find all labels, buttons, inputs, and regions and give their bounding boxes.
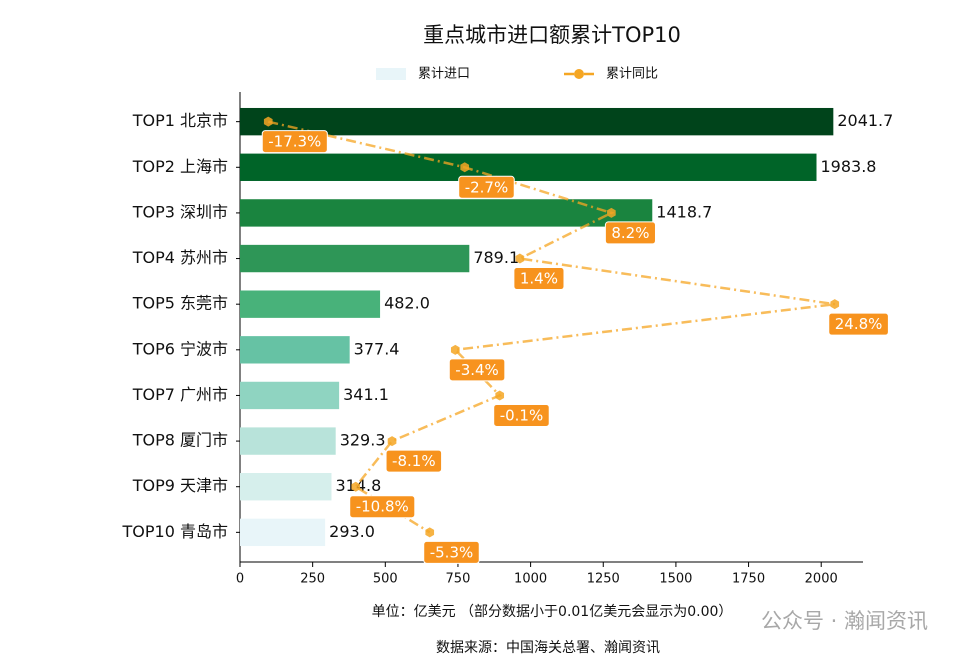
bar-value-label: 329.3 xyxy=(340,431,386,450)
x-tick-label: 750 xyxy=(446,572,471,587)
line-point xyxy=(495,390,505,401)
x-tick-label: 1750 xyxy=(732,572,765,587)
bar-value-label: 789.1 xyxy=(473,248,519,267)
value-label-box xyxy=(604,221,656,245)
line-point xyxy=(387,436,397,447)
legend-marker xyxy=(574,69,584,79)
bar-value-label: 1983.8 xyxy=(821,157,877,176)
y-tick-label: TOP9 天津市 xyxy=(132,476,228,495)
y-tick-label: TOP6 宁波市 xyxy=(132,339,228,358)
y-tick-label: TOP3 深圳市 xyxy=(132,202,228,221)
watermark: 公众号 · 瀚闻资讯 xyxy=(761,609,928,633)
y-tick-label: TOP8 厦门市 xyxy=(132,431,228,450)
bar xyxy=(240,290,381,318)
bar-value-label: 293.0 xyxy=(329,522,375,541)
bar-value-label: 2041.7 xyxy=(837,111,893,130)
x-tick-label: 500 xyxy=(373,572,398,587)
bar xyxy=(240,199,653,227)
x-tick-label: 2000 xyxy=(805,572,838,587)
y-tick-label: TOP7 广州市 xyxy=(132,385,228,404)
x-tick-label: 1500 xyxy=(659,572,692,587)
line-value-label: 24.8% xyxy=(835,315,883,333)
line-value-label: -0.1% xyxy=(500,406,544,424)
legend-label: 累计同比 xyxy=(606,67,658,82)
value-label-box xyxy=(261,130,328,154)
bar xyxy=(240,473,332,501)
bar xyxy=(240,427,336,455)
line-value-label: -17.3% xyxy=(268,133,321,151)
x-axis-label: 单位：亿美元 （部分数据小于0.01亿美元会显示为0.00） xyxy=(372,604,733,620)
line-value-label: -5.3% xyxy=(430,543,474,561)
bar xyxy=(240,107,834,136)
line xyxy=(267,120,835,534)
value-label-box xyxy=(385,449,443,473)
line-point xyxy=(515,253,525,264)
x-tick-label: 0 xyxy=(236,572,244,587)
line-point xyxy=(607,207,616,218)
y-tick-label: TOP10 青岛市 xyxy=(122,522,228,541)
value-label-box xyxy=(458,175,515,199)
line-point xyxy=(830,299,840,310)
line-value-label: -10.8% xyxy=(356,498,409,516)
y-tick-label: TOP5 东莞市 xyxy=(132,294,228,313)
bar-value-label: 1418.7 xyxy=(656,202,712,221)
line-value-label: 1.4% xyxy=(520,270,558,288)
line-point xyxy=(263,116,273,127)
value-label-box xyxy=(349,495,416,519)
value-label-box xyxy=(423,540,480,564)
line-value-label: -8.1% xyxy=(392,452,436,470)
value-label-box xyxy=(513,267,565,291)
x-tick-label: 1250 xyxy=(587,572,620,587)
y-tick-label: TOP4 苏州市 xyxy=(132,248,228,267)
legend-label: 累计进口 xyxy=(418,67,470,82)
bar xyxy=(240,381,340,410)
value-label-box xyxy=(448,358,506,382)
bar xyxy=(240,244,470,273)
bar xyxy=(240,518,326,547)
source-note: 数据来源：中国海关总署、瀚闻资讯 xyxy=(436,640,660,656)
line-value-label: -3.4% xyxy=(455,361,499,379)
x-tick-label: 1000 xyxy=(514,572,547,587)
x-tick-label: 250 xyxy=(300,572,325,587)
line-point xyxy=(460,162,470,173)
chart-title: 重点城市进口额累计TOP10 xyxy=(423,23,681,47)
line-value-label: 8.2% xyxy=(611,224,649,242)
y-tick-label: TOP2 上海市 xyxy=(132,157,228,176)
bar xyxy=(240,336,350,364)
y-tick-label: TOP1 北京市 xyxy=(132,111,228,130)
line-value-label: -2.7% xyxy=(465,178,509,196)
line-point xyxy=(450,344,460,355)
line-point xyxy=(351,481,361,492)
bar-value-label: 482.0 xyxy=(384,294,430,313)
value-label-box xyxy=(493,403,550,427)
value-label-box xyxy=(828,312,889,336)
bar-value-label: 377.4 xyxy=(354,339,400,358)
bar xyxy=(240,153,817,181)
legend-swatch xyxy=(376,68,406,80)
bar-value-label: 341.1 xyxy=(343,385,389,404)
line-point xyxy=(425,527,435,538)
